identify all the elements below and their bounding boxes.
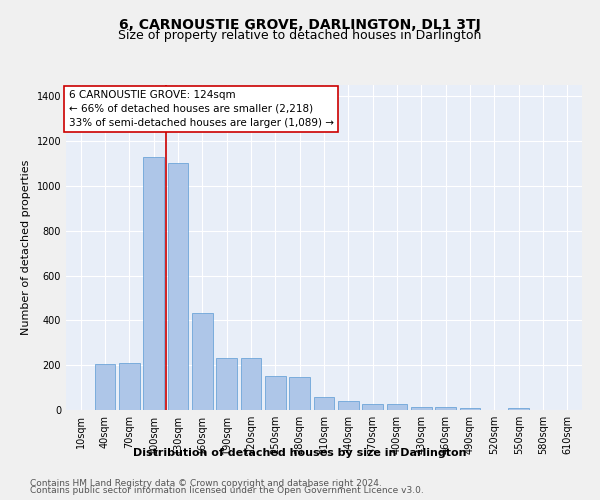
Text: 6, CARNOUSTIE GROVE, DARLINGTON, DL1 3TJ: 6, CARNOUSTIE GROVE, DARLINGTON, DL1 3TJ	[119, 18, 481, 32]
Text: Distribution of detached houses by size in Darlington: Distribution of detached houses by size …	[133, 448, 467, 458]
Bar	[289, 377, 310, 410]
Bar	[411, 406, 432, 410]
Bar	[192, 312, 212, 410]
Bar	[167, 164, 188, 410]
Bar	[95, 364, 115, 410]
Bar	[314, 396, 334, 410]
Bar	[265, 376, 286, 410]
Bar	[362, 404, 383, 410]
Text: Contains HM Land Registry data © Crown copyright and database right 2024.: Contains HM Land Registry data © Crown c…	[30, 478, 382, 488]
Text: 6 CARNOUSTIE GROVE: 124sqm
← 66% of detached houses are smaller (2,218)
33% of s: 6 CARNOUSTIE GROVE: 124sqm ← 66% of deta…	[68, 90, 334, 128]
Bar	[386, 404, 407, 410]
Bar	[338, 401, 359, 410]
Y-axis label: Number of detached properties: Number of detached properties	[21, 160, 31, 335]
Bar	[143, 156, 164, 410]
Text: Contains public sector information licensed under the Open Government Licence v3: Contains public sector information licen…	[30, 486, 424, 495]
Bar	[119, 363, 140, 410]
Bar	[241, 358, 262, 410]
Bar	[436, 406, 456, 410]
Bar	[508, 408, 529, 410]
Text: Size of property relative to detached houses in Darlington: Size of property relative to detached ho…	[118, 29, 482, 42]
Bar	[216, 358, 237, 410]
Bar	[460, 408, 481, 410]
